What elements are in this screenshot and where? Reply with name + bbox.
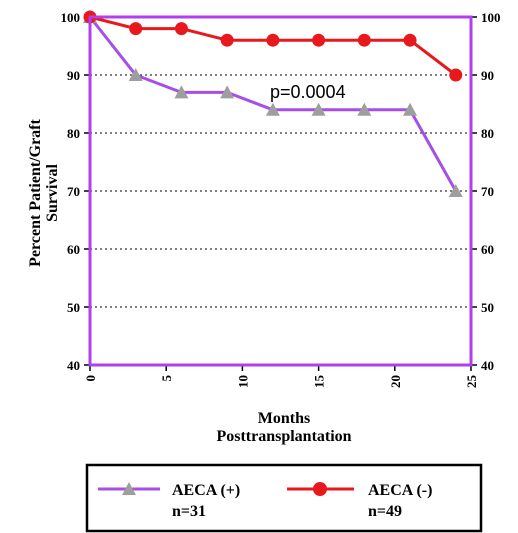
y-tick-label: 40 — [67, 358, 80, 373]
data-point-circle — [220, 33, 234, 47]
legend-label-aeca-pos: AECA (+) — [172, 482, 240, 499]
y-tick-label: 60 — [67, 242, 80, 257]
y-axis-title-line-2: Survival — [44, 164, 61, 222]
legend-label-aeca-neg: AECA (-) — [368, 482, 432, 499]
data-point-triangle — [220, 85, 235, 99]
y-tick-label-right: 50 — [481, 300, 494, 315]
x-axis-title-line-2: Posttransplantation — [216, 428, 351, 445]
y-tick-label-right: 100 — [481, 10, 501, 25]
x-tick-label: 0 — [83, 375, 98, 382]
data-point-circle — [312, 33, 326, 47]
y-tick-label: 50 — [67, 300, 80, 315]
plot-frame — [88, 15, 473, 367]
x-tick-label: 15 — [312, 375, 327, 389]
x-tick-label: 5 — [159, 375, 174, 382]
y-ticks-right: 40 50 60 70 80 90 100 — [471, 10, 501, 373]
y-ticks-left: 40 50 60 70 80 90 100 — [61, 10, 90, 373]
legend-box — [85, 463, 483, 533]
y-tick-label: 90 — [67, 68, 80, 83]
y-tick-label-right: 80 — [481, 126, 494, 141]
legend-n-aeca-pos: n=31 — [172, 503, 206, 520]
p-value-annotation: p=0.0004 — [270, 82, 346, 102]
data-point-circle — [449, 68, 463, 82]
data-point-triangle — [311, 102, 326, 116]
data-point-triangle — [174, 85, 189, 99]
legend-marker-triangle — [122, 482, 136, 495]
series — [83, 10, 463, 197]
data-point-triangle — [448, 184, 463, 197]
y-axis-title: Percent Patient/Graft Survival — [27, 119, 61, 267]
legend-marker-circle — [313, 482, 327, 496]
y-tick-label: 100 — [61, 10, 81, 25]
x-tick-label: 10 — [235, 375, 250, 388]
data-point-circle — [403, 33, 417, 47]
y-tick-label-right: 70 — [481, 184, 494, 199]
data-point-triangle — [403, 102, 418, 116]
x-tick-label: 20 — [388, 375, 403, 388]
x-tick-label: 25 — [464, 375, 479, 389]
y-tick-label-right: 40 — [481, 358, 494, 373]
data-point-triangle — [357, 102, 372, 116]
data-point-triangle — [265, 102, 280, 116]
gridlines — [90, 74, 471, 308]
data-point-circle — [129, 22, 143, 36]
y-tick-label: 80 — [67, 126, 80, 141]
y-tick-label-right: 60 — [481, 242, 494, 257]
y-tick-label-right: 90 — [481, 68, 494, 83]
y-tick-label: 70 — [67, 184, 80, 199]
data-point-circle — [174, 22, 188, 36]
x-ticks: 0 5 10 15 20 25 — [83, 365, 479, 388]
x-axis-title-line-1: Months — [258, 410, 310, 427]
legend-n-aeca-neg: n=49 — [368, 503, 402, 520]
y-axis-title-line-1: Percent Patient/Graft — [27, 119, 44, 267]
data-point-circle — [357, 33, 371, 47]
data-point-triangle — [128, 68, 143, 81]
data-point-circle — [266, 33, 280, 47]
legend: AECA (+) n=31 AECA (-) n=49 — [85, 463, 483, 533]
